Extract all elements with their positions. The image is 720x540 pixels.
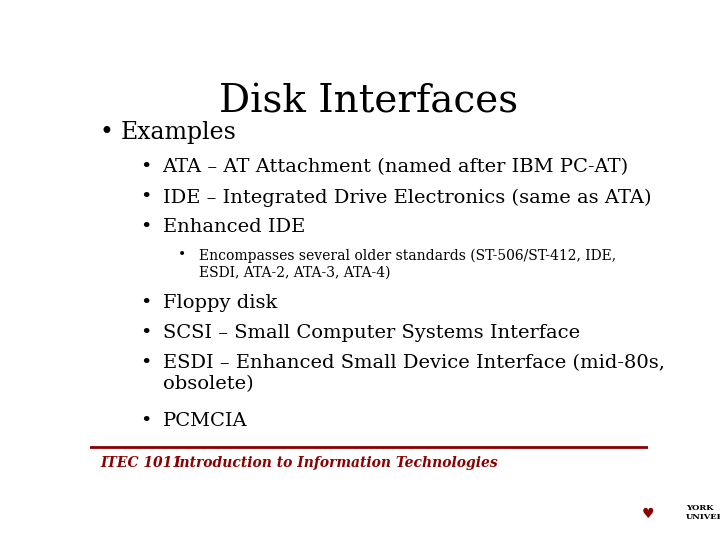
- Text: IDE – Integrated Drive Electronics (same as ATA): IDE – Integrated Drive Electronics (same…: [163, 188, 651, 206]
- Text: •: •: [140, 158, 151, 177]
- Text: Enhanced IDE: Enhanced IDE: [163, 218, 305, 236]
- Text: •: •: [100, 121, 114, 144]
- Text: •: •: [140, 188, 151, 206]
- Text: ITEC 1011: ITEC 1011: [100, 456, 182, 470]
- Text: ATA – AT Attachment (named after IBM PC-AT): ATA – AT Attachment (named after IBM PC-…: [163, 158, 629, 177]
- Text: Disk Interfaces: Disk Interfaces: [220, 84, 518, 120]
- Text: Examples: Examples: [121, 121, 237, 144]
- Text: Introduction to Information Technologies: Introduction to Information Technologies: [174, 456, 498, 470]
- Text: PCMCIA: PCMCIA: [163, 412, 247, 430]
- Text: Encompasses several older standards (ST-506/ST-412, IDE,
ESDI, ATA-2, ATA-3, ATA: Encompasses several older standards (ST-…: [199, 248, 616, 279]
- Text: YORK
UNIVERSITY: YORK UNIVERSITY: [686, 504, 720, 521]
- Text: •: •: [178, 248, 186, 262]
- Text: •: •: [140, 324, 151, 342]
- Text: •: •: [140, 218, 151, 236]
- Text: •: •: [140, 294, 151, 312]
- Text: •: •: [140, 412, 151, 430]
- Text: ♥: ♥: [642, 507, 654, 521]
- Text: •: •: [140, 354, 151, 372]
- Text: ESDI – Enhanced Small Device Interface (mid-80s,
obsolete): ESDI – Enhanced Small Device Interface (…: [163, 354, 665, 393]
- Text: Floppy disk: Floppy disk: [163, 294, 277, 312]
- Text: SCSI – Small Computer Systems Interface: SCSI – Small Computer Systems Interface: [163, 324, 580, 342]
